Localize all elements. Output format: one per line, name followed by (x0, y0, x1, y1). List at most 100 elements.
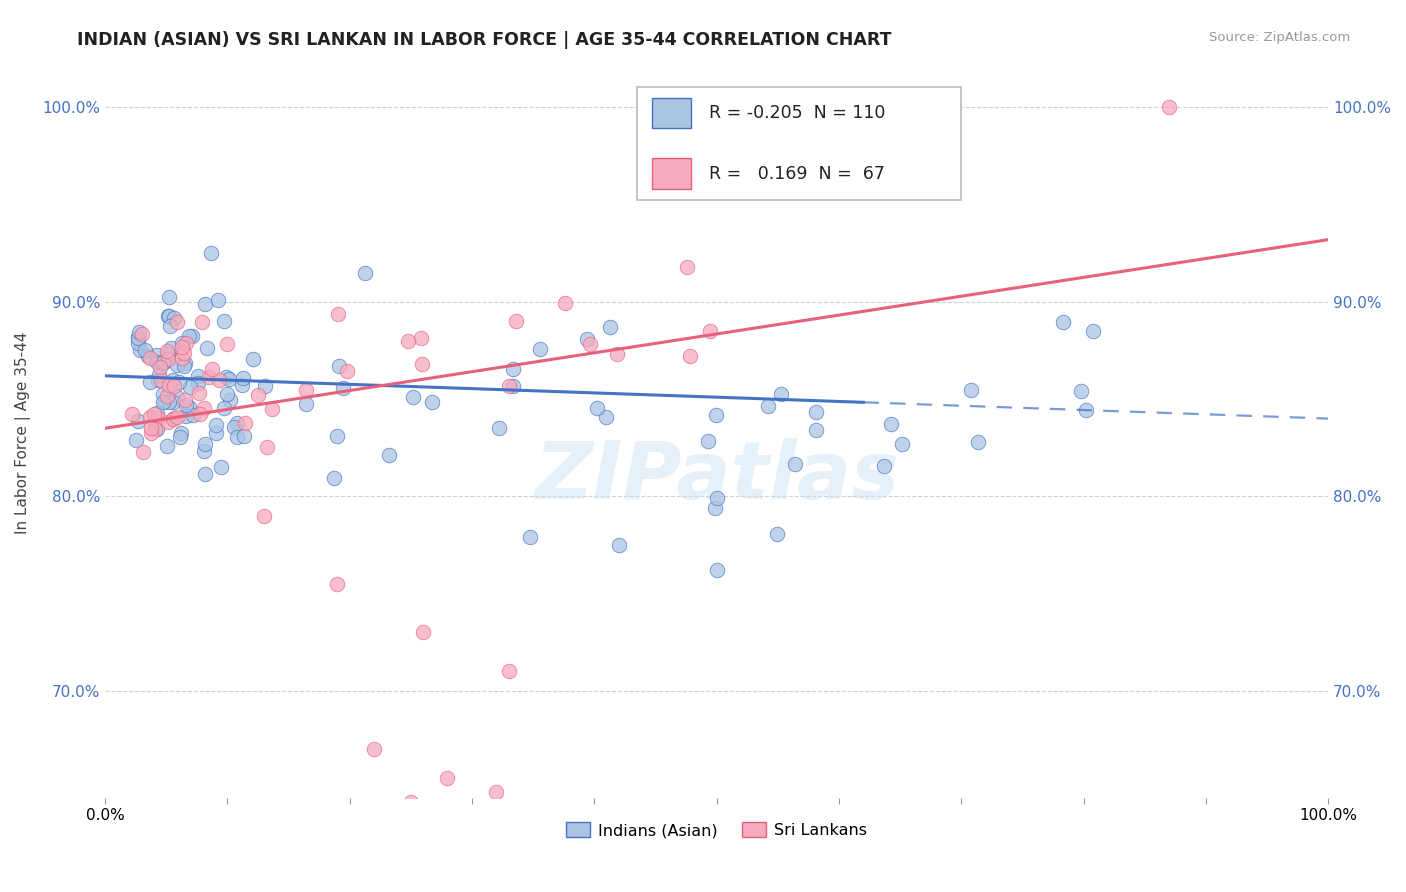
Point (166, 410, 188, 425)
Point (353, 266, 375, 280)
Point (606, 347, 628, 361)
Point (187, 369, 209, 384)
Point (157, 309, 180, 323)
Point (967, 435, 990, 450)
Point (699, 324, 721, 338)
Point (181, 328, 204, 343)
Point (200, 246, 222, 260)
Point (706, 491, 728, 506)
Point (125, 433, 148, 447)
Point (187, 376, 209, 391)
Point (191, 315, 214, 329)
FancyBboxPatch shape (637, 87, 962, 200)
Point (873, 459, 896, 474)
Point (205, 426, 228, 441)
Point (172, 351, 194, 366)
Point (253, 508, 276, 523)
Point (139, 351, 162, 365)
Point (174, 398, 197, 412)
Point (328, 359, 350, 374)
Point (170, 335, 193, 350)
Point (139, 375, 162, 389)
Text: R = -0.205  N = 110: R = -0.205 N = 110 (709, 104, 886, 122)
Point (131, 327, 153, 342)
Point (193, 436, 215, 450)
Point (215, 387, 238, 401)
Point (505, 314, 527, 328)
Point (412, 625, 434, 640)
Point (260, 401, 283, 416)
Point (173, 355, 195, 369)
Point (194, 297, 217, 311)
Point (201, 362, 224, 376)
Point (607, 538, 630, 552)
Point (187, 385, 209, 400)
Point (436, 772, 458, 786)
Point (1083, 325, 1105, 339)
Point (377, 448, 399, 462)
Point (890, 437, 912, 451)
Point (193, 401, 215, 415)
Point (160, 342, 183, 356)
Point (703, 501, 725, 516)
Point (195, 342, 218, 356)
Point (159, 318, 181, 333)
Point (169, 430, 191, 444)
FancyBboxPatch shape (652, 98, 690, 128)
Point (502, 361, 524, 376)
Point (576, 332, 599, 346)
Point (783, 457, 806, 471)
Text: R =   0.169  N =  67: R = 0.169 N = 67 (709, 164, 886, 183)
Point (295, 384, 318, 398)
Point (804, 405, 827, 419)
Point (396, 334, 419, 348)
Point (679, 349, 702, 363)
Point (586, 401, 609, 416)
Point (225, 430, 247, 444)
Point (166, 390, 188, 404)
Point (152, 355, 174, 369)
Point (173, 346, 195, 360)
Point (156, 439, 179, 453)
Point (193, 444, 215, 458)
Point (232, 371, 254, 385)
Point (399, 795, 422, 809)
Point (336, 364, 359, 378)
Text: INDIAN (ASIAN) VS SRI LANKAN IN LABOR FORCE | AGE 35-44 CORRELATION CHART: INDIAN (ASIAN) VS SRI LANKAN IN LABOR FO… (77, 31, 891, 49)
Point (554, 295, 576, 310)
Point (488, 421, 510, 435)
Point (152, 386, 174, 401)
Point (212, 314, 235, 328)
Point (519, 530, 541, 544)
Point (134, 343, 156, 358)
Point (332, 381, 354, 395)
Point (204, 418, 226, 433)
Point (225, 416, 247, 430)
Point (170, 426, 193, 441)
Y-axis label: In Labor Force | Age 35-44: In Labor Force | Age 35-44 (15, 332, 31, 534)
Point (197, 370, 219, 384)
Point (132, 445, 155, 459)
Point (402, 390, 425, 404)
Point (157, 415, 180, 429)
Text: Source: ZipAtlas.com: Source: ZipAtlas.com (1209, 31, 1350, 45)
Point (163, 311, 186, 326)
Point (706, 563, 728, 577)
Point (208, 372, 231, 386)
Point (420, 395, 443, 409)
Point (880, 417, 903, 432)
Point (756, 399, 779, 413)
Point (146, 373, 169, 387)
Point (409, 331, 432, 345)
Point (156, 309, 179, 323)
Point (157, 378, 180, 392)
Point (153, 393, 176, 408)
Point (162, 412, 184, 426)
Point (127, 336, 149, 351)
Point (218, 372, 240, 386)
Point (766, 526, 789, 541)
Point (121, 407, 143, 421)
Point (224, 420, 246, 434)
Point (1159, 100, 1181, 114)
Point (162, 373, 184, 387)
